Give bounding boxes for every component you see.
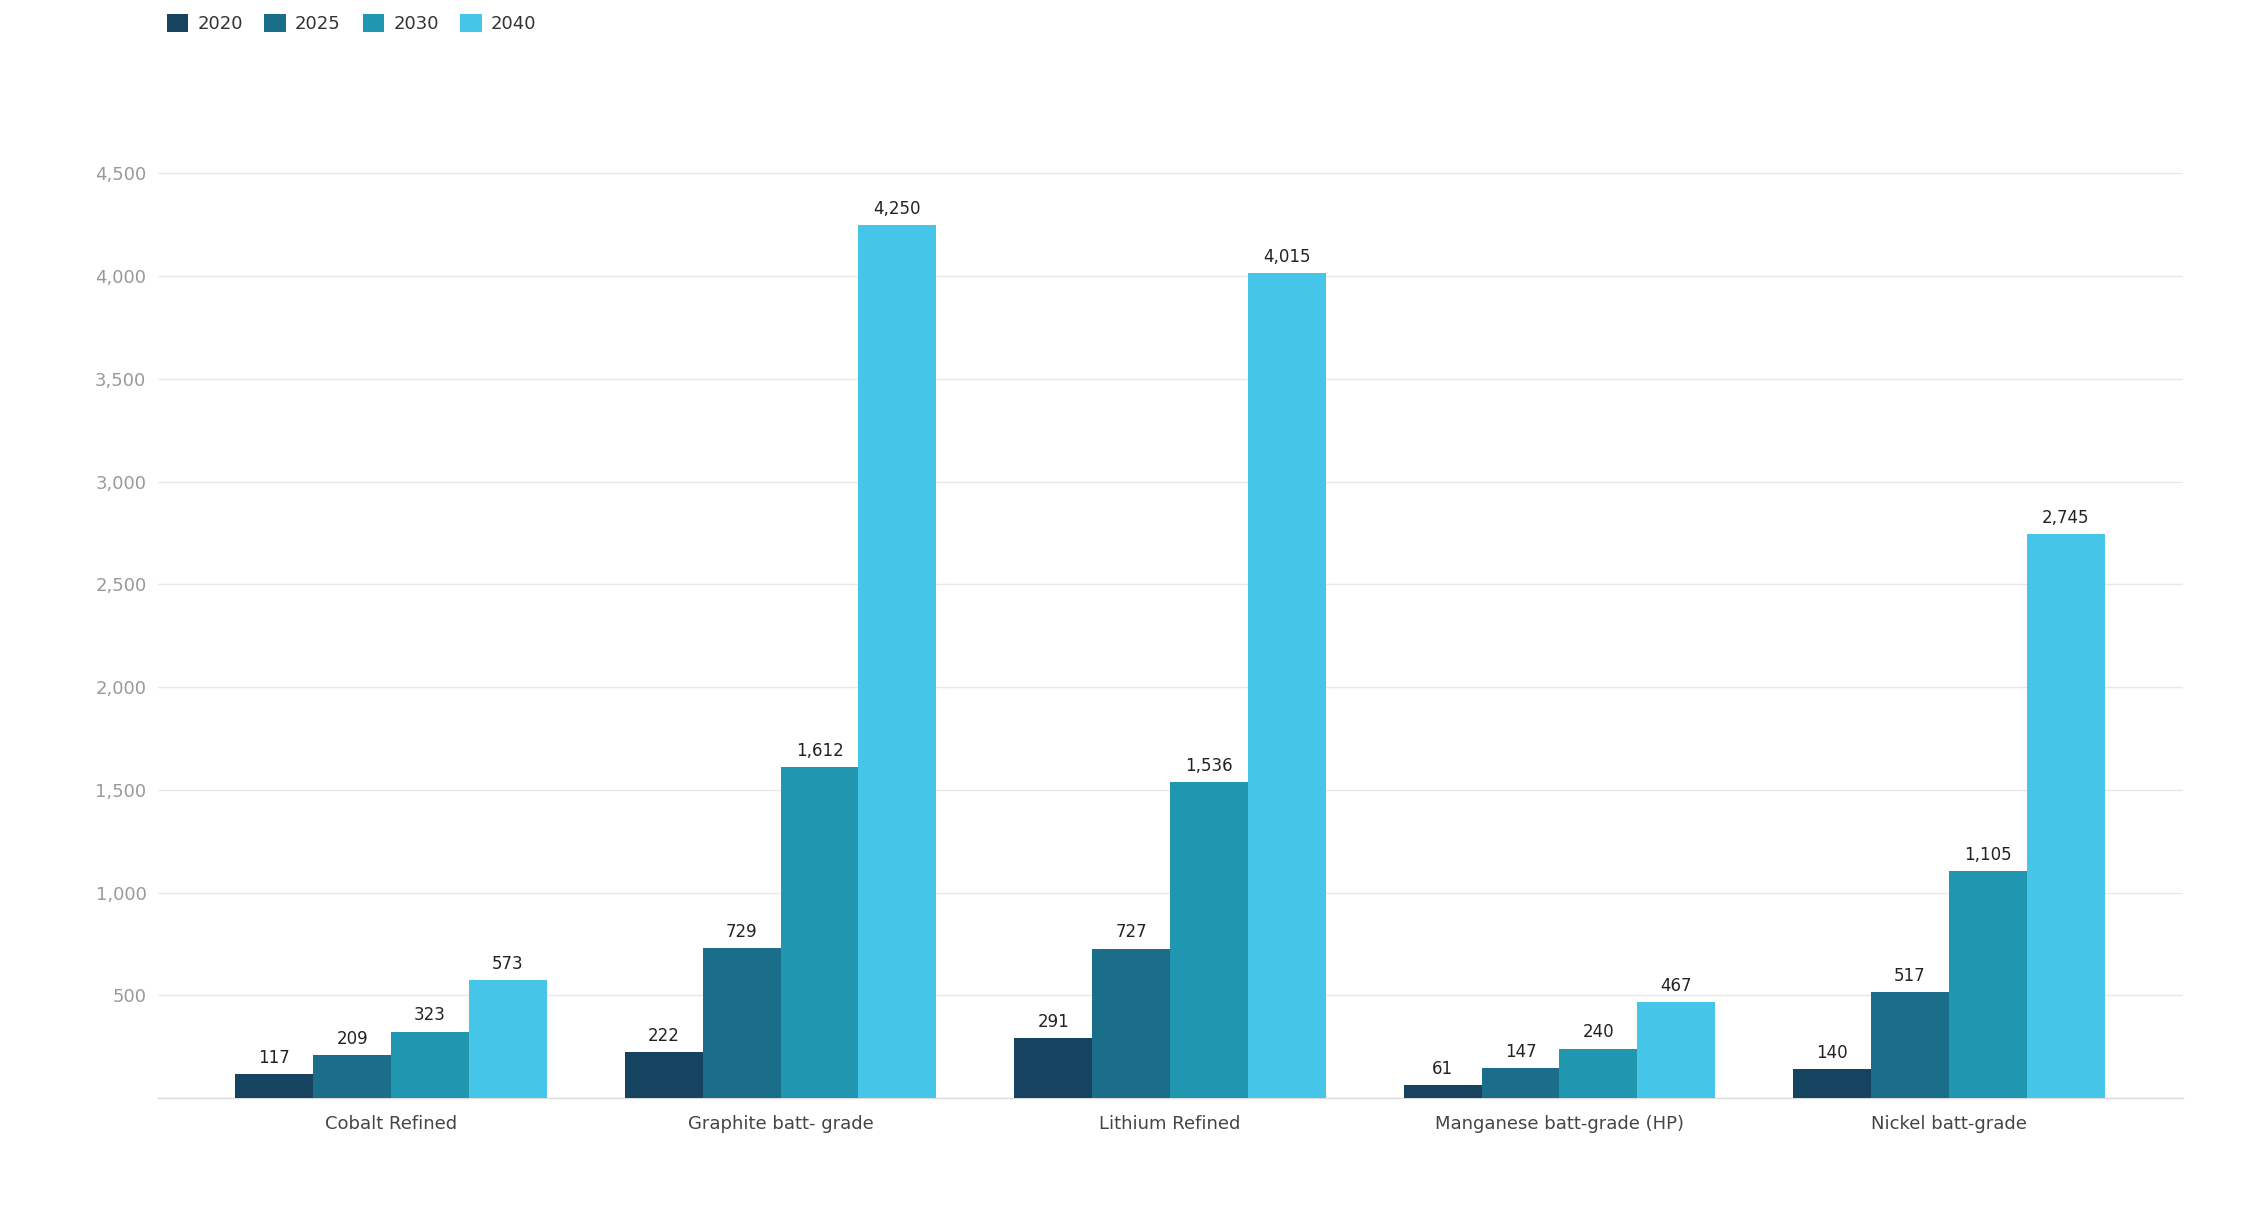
Bar bbox=[313, 1055, 391, 1098]
Bar bbox=[702, 948, 781, 1098]
Text: 4,015: 4,015 bbox=[1262, 248, 1310, 266]
Text: 1,536: 1,536 bbox=[1186, 758, 1233, 775]
Bar bbox=[1091, 949, 1170, 1098]
Text: 2,745: 2,745 bbox=[2043, 509, 2090, 527]
Text: 209: 209 bbox=[338, 1030, 369, 1048]
Text: 517: 517 bbox=[1894, 966, 1926, 985]
Bar bbox=[1015, 1038, 1091, 1098]
Bar bbox=[860, 224, 936, 1098]
Bar bbox=[468, 980, 547, 1098]
Bar bbox=[1793, 1069, 1872, 1098]
Text: 1,105: 1,105 bbox=[1964, 845, 2012, 864]
Text: 222: 222 bbox=[648, 1027, 680, 1046]
Text: 323: 323 bbox=[414, 1006, 446, 1025]
Bar bbox=[1170, 782, 1249, 1098]
Bar bbox=[236, 1074, 313, 1098]
Bar bbox=[1480, 1068, 1559, 1098]
Text: 4,250: 4,250 bbox=[873, 200, 920, 217]
Text: 240: 240 bbox=[1582, 1024, 1613, 1042]
Text: 729: 729 bbox=[727, 924, 758, 941]
Text: 61: 61 bbox=[1431, 1060, 1454, 1078]
Legend: 2020, 2025, 2030, 2040: 2020, 2025, 2030, 2040 bbox=[166, 13, 536, 33]
Text: 573: 573 bbox=[493, 955, 524, 974]
Bar bbox=[781, 767, 860, 1098]
Bar bbox=[392, 1032, 468, 1098]
Text: 727: 727 bbox=[1116, 924, 1148, 942]
Text: 291: 291 bbox=[1037, 1013, 1069, 1031]
Bar bbox=[1872, 992, 1948, 1098]
Bar bbox=[1638, 1002, 1714, 1098]
Text: 147: 147 bbox=[1505, 1043, 1537, 1060]
Bar bbox=[626, 1053, 702, 1098]
Text: 467: 467 bbox=[1660, 977, 1692, 994]
Bar bbox=[1249, 273, 1325, 1098]
Bar bbox=[1559, 1049, 1638, 1098]
Bar bbox=[2027, 534, 2104, 1098]
Bar bbox=[1404, 1086, 1480, 1098]
Text: 140: 140 bbox=[1816, 1044, 1847, 1063]
Bar bbox=[1948, 871, 2027, 1098]
Text: 117: 117 bbox=[259, 1049, 290, 1066]
Text: 1,612: 1,612 bbox=[796, 742, 844, 760]
